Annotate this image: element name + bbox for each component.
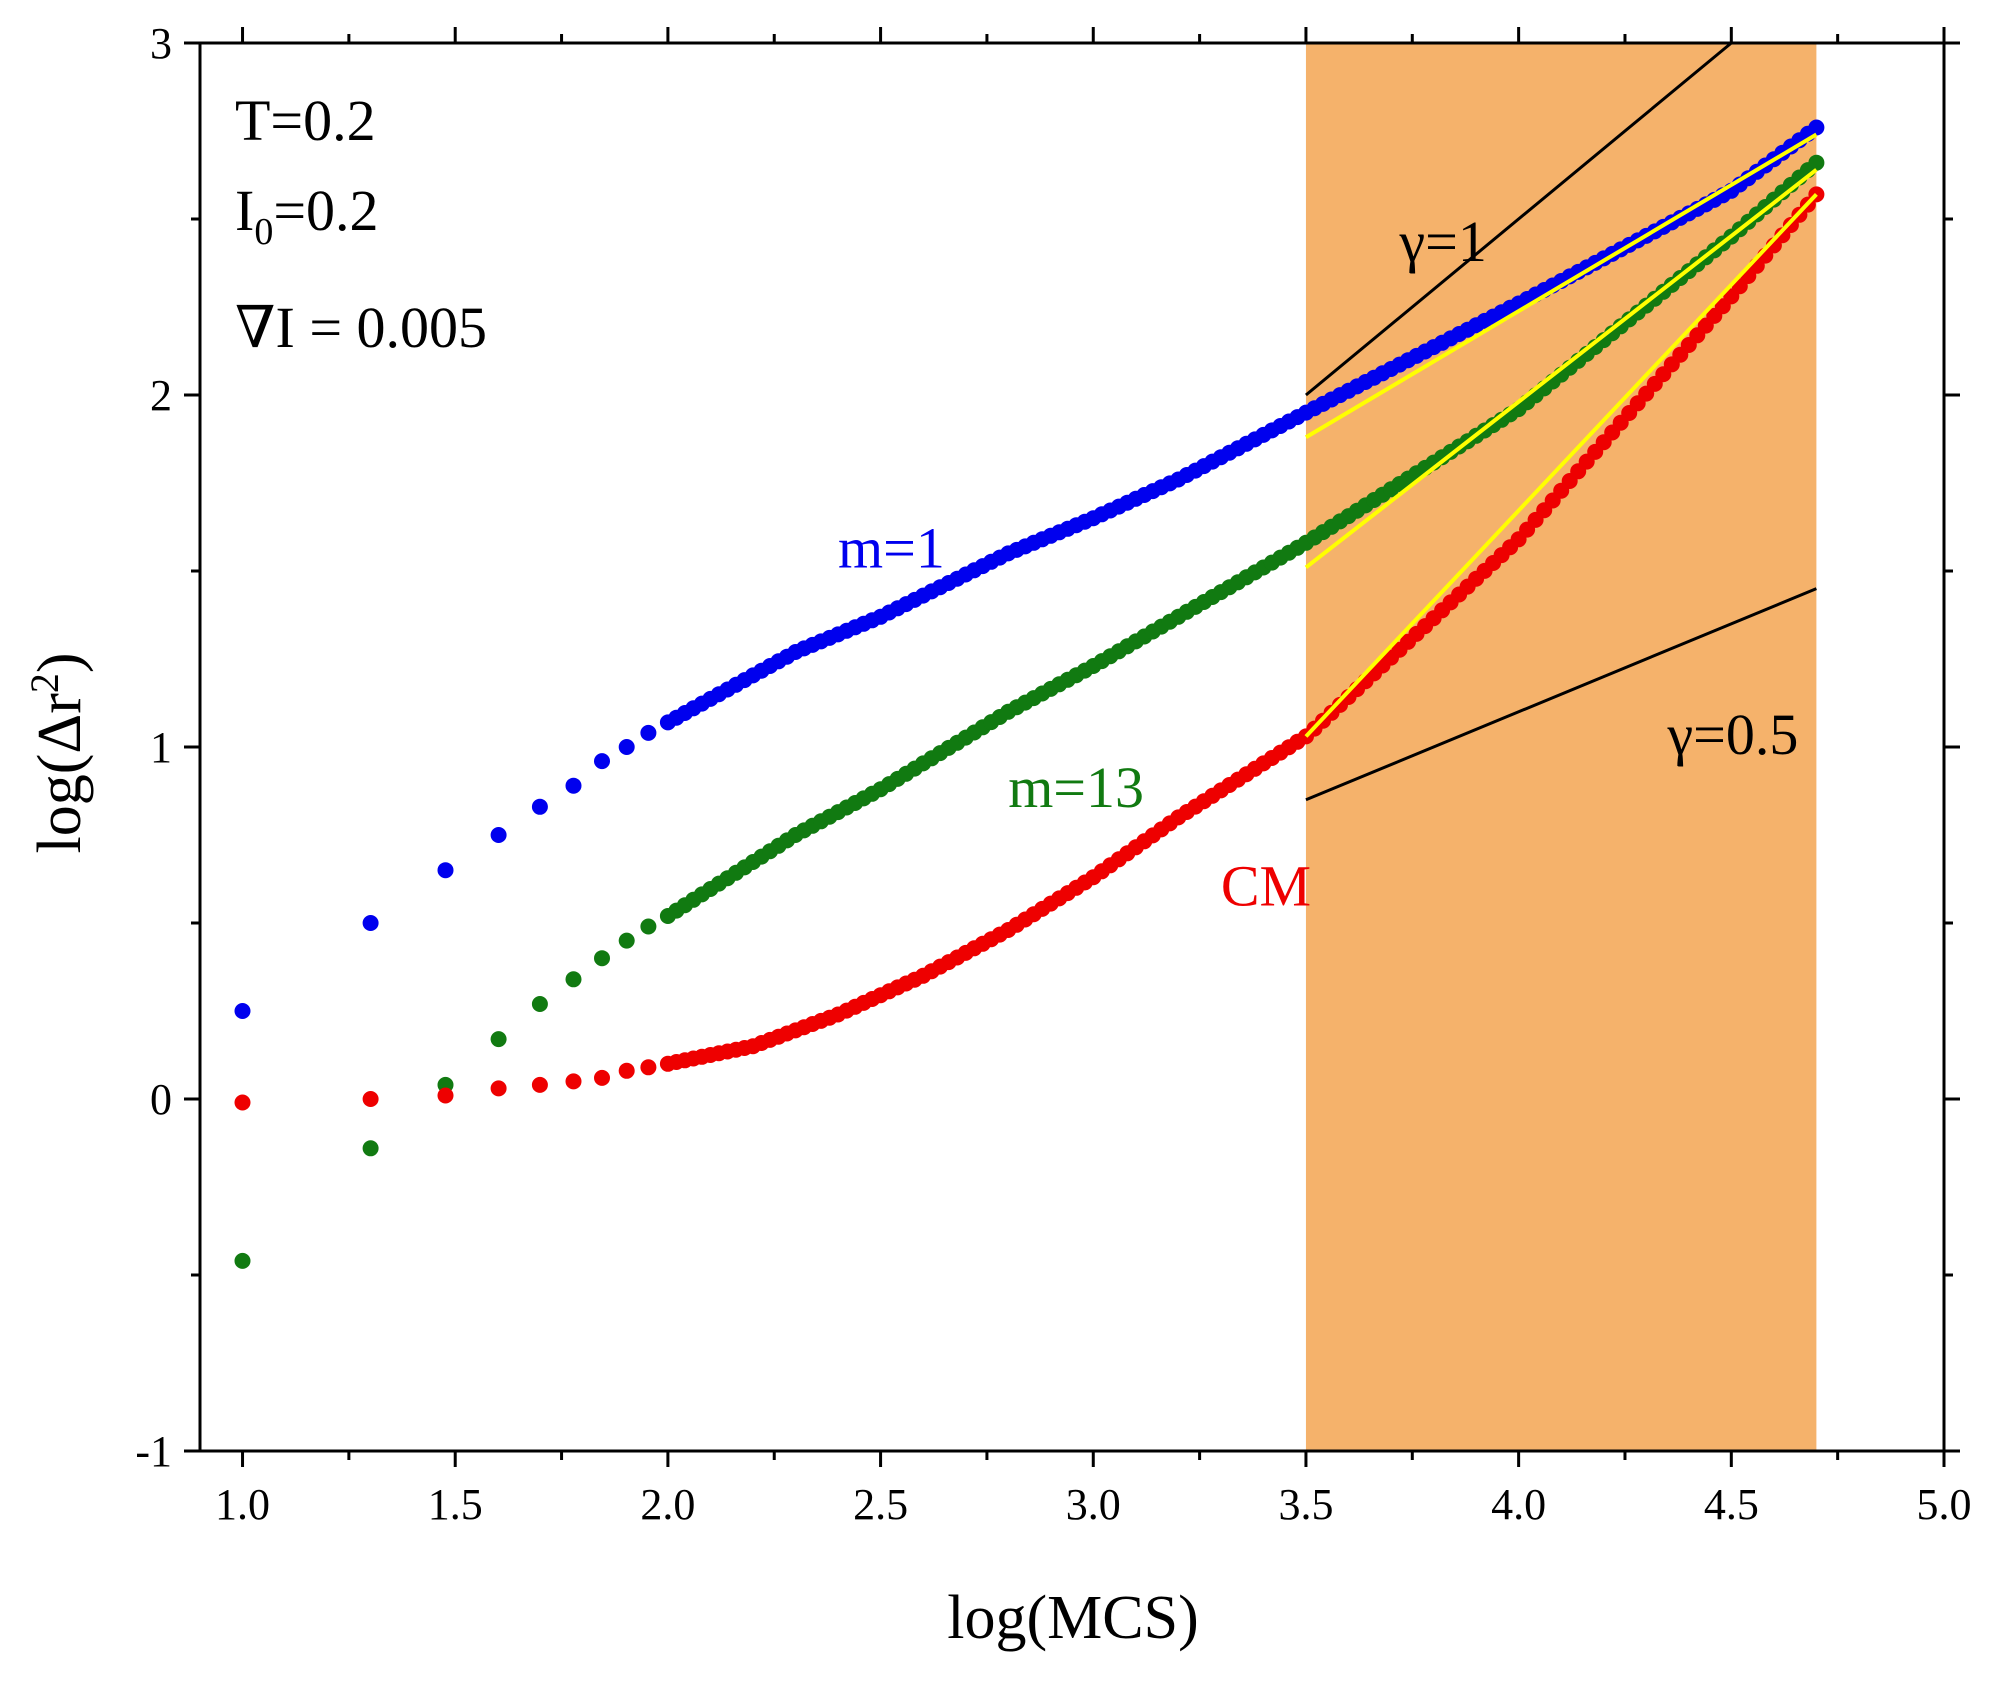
- cm-point-2: [437, 1087, 454, 1104]
- temperature-label: T=0.2: [235, 88, 376, 153]
- m1-point-6: [594, 753, 610, 770]
- x-tick-label: 3.5: [1278, 1480, 1333, 1529]
- reference-line-2: [1305, 587, 1817, 802]
- y-tick-label: 3: [150, 19, 172, 68]
- x-tick-label: 5.0: [1917, 1480, 1972, 1529]
- x-tick-label: 3.0: [1066, 1480, 1121, 1529]
- m13-point-4: [531, 996, 548, 1012]
- series-label-4: γ=1: [1399, 209, 1487, 274]
- intensity-label: I0=0.2: [235, 178, 379, 253]
- x-tick-label: 4.0: [1491, 1480, 1546, 1529]
- cm-point-7: [618, 1062, 635, 1079]
- m1-point-5: [565, 777, 582, 794]
- m13-point-6: [594, 950, 610, 967]
- fit-line-m1: [1304, 132, 1818, 439]
- cm-point-5: [565, 1073, 582, 1090]
- series-m1: [234, 119, 1825, 1019]
- cm-point-1: [362, 1091, 379, 1107]
- x-tick-label: 2.0: [640, 1480, 695, 1529]
- m13-point-144: [1808, 154, 1825, 171]
- m1-point-8: [640, 724, 657, 741]
- x-tick-label: 4.5: [1704, 1480, 1759, 1529]
- cm-point-4: [531, 1076, 548, 1093]
- m1-point-7: [618, 739, 635, 755]
- fit-line-m13: [1304, 168, 1818, 570]
- series-label-5: γ=0.5: [1667, 702, 1799, 767]
- series-label-2: m=13: [1008, 755, 1144, 820]
- fit-line-cm: [1304, 192, 1818, 738]
- series-label-1: m=1: [838, 515, 945, 580]
- m1-point-1: [362, 915, 379, 931]
- m13-point-5: [565, 971, 582, 988]
- m13-point-3: [490, 1031, 507, 1048]
- cm-point-6: [594, 1069, 610, 1086]
- cm-point-8: [640, 1059, 657, 1076]
- m1-point-144: [1808, 119, 1825, 136]
- m1-point-2: [437, 862, 454, 879]
- y-tick-label: -1: [135, 1427, 172, 1476]
- gradient-label: ∇I = 0.005: [235, 295, 487, 360]
- intensity-subscript: 0: [254, 211, 273, 253]
- m1-point-4: [531, 798, 548, 815]
- reference-line-1: [1304, 41, 1733, 397]
- x-tick-label: 1.5: [428, 1480, 483, 1529]
- x-tick-label: 1.0: [215, 1480, 270, 1529]
- series-label-3: CM: [1221, 853, 1311, 918]
- cm-point-3: [490, 1080, 507, 1097]
- x-tick-label: 2.5: [853, 1480, 908, 1529]
- y-tick-label: 0: [150, 1075, 172, 1124]
- y-tick-label: 1: [150, 723, 172, 772]
- intensity-main: I: [235, 178, 254, 243]
- m13-point-0: [234, 1252, 251, 1269]
- m13-point-8: [640, 918, 657, 935]
- x-axis-title: log(MCS): [947, 1584, 1198, 1652]
- y-axis-title: log(Δr2): [22, 652, 95, 853]
- m13-point-7: [618, 932, 635, 949]
- m1-point-0: [234, 1003, 251, 1019]
- y-tick-label: 2: [150, 371, 172, 420]
- intensity-value: =0.2: [273, 178, 378, 243]
- cm-point-0: [234, 1094, 251, 1111]
- m1-point-3: [490, 827, 507, 843]
- m13-point-1: [362, 1140, 379, 1157]
